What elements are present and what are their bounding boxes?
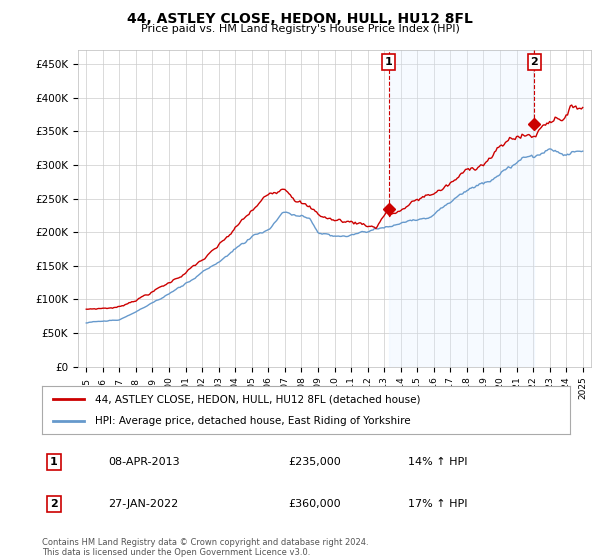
Text: 44, ASTLEY CLOSE, HEDON, HULL, HU12 8FL: 44, ASTLEY CLOSE, HEDON, HULL, HU12 8FL — [127, 12, 473, 26]
Text: £360,000: £360,000 — [288, 499, 341, 509]
Text: 08-APR-2013: 08-APR-2013 — [108, 457, 179, 467]
Text: HPI: Average price, detached house, East Riding of Yorkshire: HPI: Average price, detached house, East… — [95, 416, 410, 426]
Text: 14% ↑ HPI: 14% ↑ HPI — [408, 457, 467, 467]
Text: 2: 2 — [530, 57, 538, 67]
Text: £235,000: £235,000 — [288, 457, 341, 467]
Text: Contains HM Land Registry data © Crown copyright and database right 2024.
This d: Contains HM Land Registry data © Crown c… — [42, 538, 368, 557]
Bar — [389, 50, 534, 367]
Text: Price paid vs. HM Land Registry's House Price Index (HPI): Price paid vs. HM Land Registry's House … — [140, 24, 460, 34]
Text: 44, ASTLEY CLOSE, HEDON, HULL, HU12 8FL (detached house): 44, ASTLEY CLOSE, HEDON, HULL, HU12 8FL … — [95, 394, 420, 404]
Text: 1: 1 — [385, 57, 392, 67]
Text: 27-JAN-2022: 27-JAN-2022 — [108, 499, 178, 509]
Text: 1: 1 — [50, 457, 58, 467]
Text: 2: 2 — [50, 499, 58, 509]
Text: 17% ↑ HPI: 17% ↑ HPI — [408, 499, 467, 509]
